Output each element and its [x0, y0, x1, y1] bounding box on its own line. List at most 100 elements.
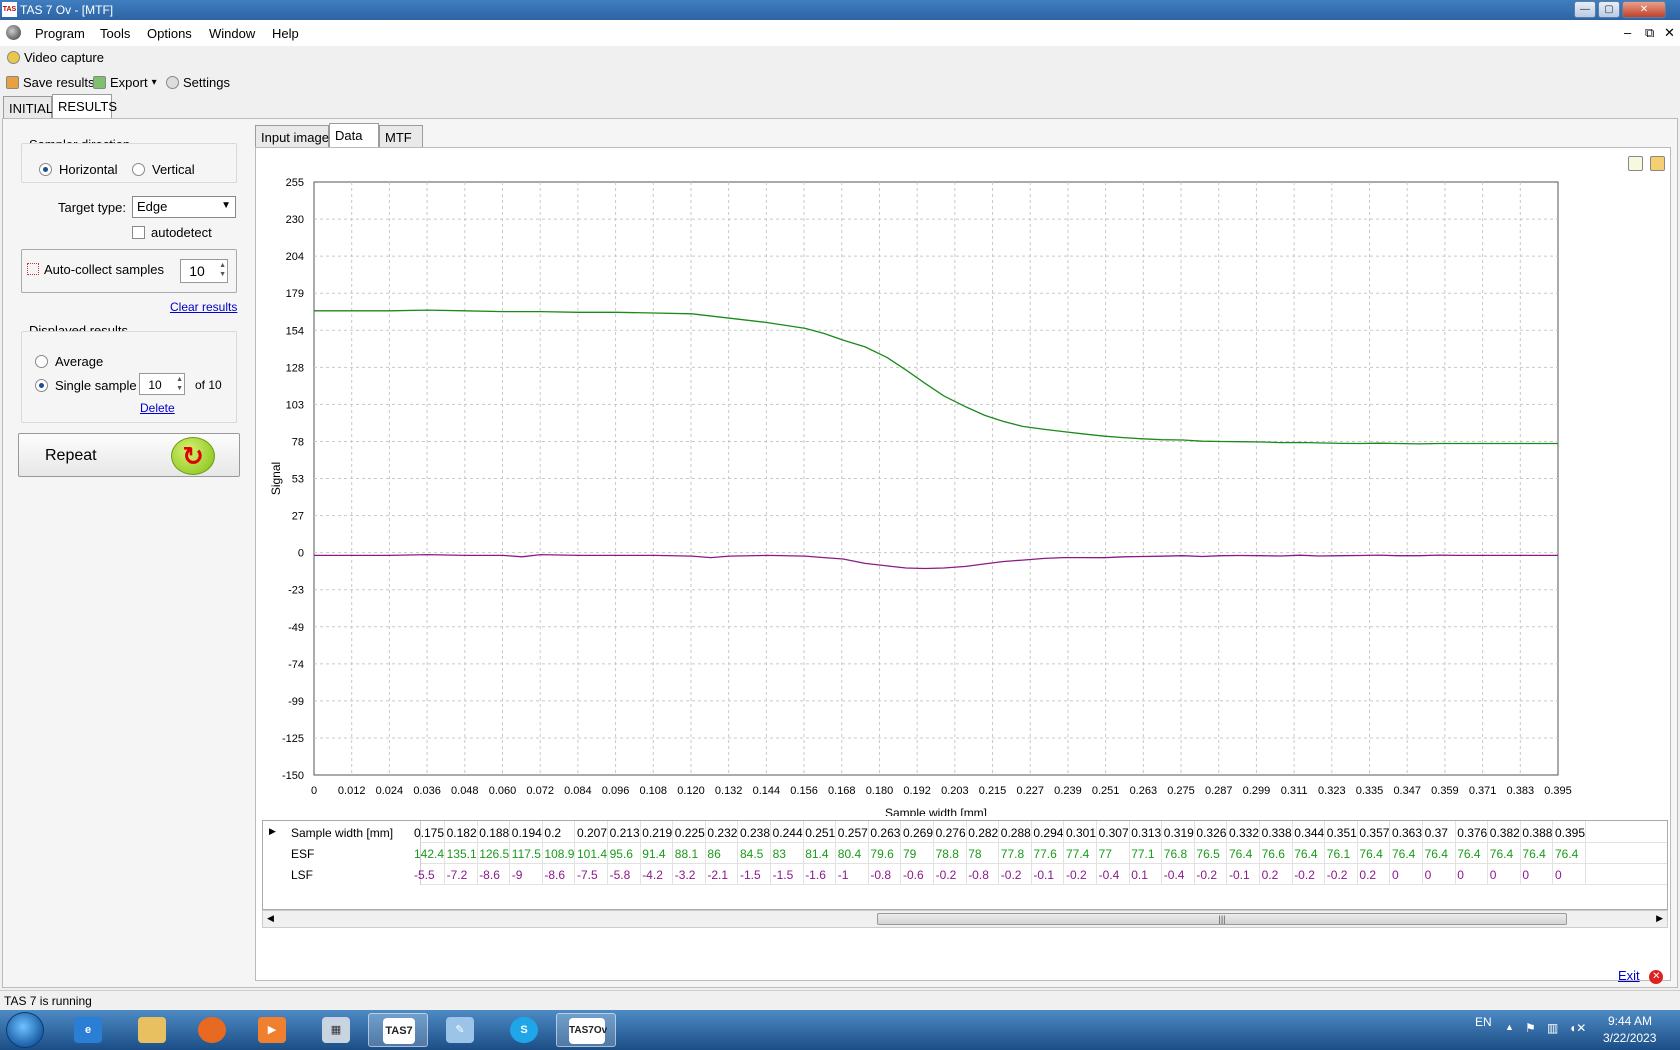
explorer-icon[interactable] [122, 1013, 182, 1047]
x-tick-label: 0.120 [677, 785, 705, 797]
autodetect-checkbox[interactable] [132, 226, 145, 239]
grid-cell: 0.2 [1259, 863, 1293, 885]
maximize-button[interactable]: ▢ [1598, 1, 1620, 18]
menu-options[interactable]: Options [147, 26, 192, 41]
menu-help[interactable]: Help [272, 26, 299, 41]
grid-cell: 76.8 [1161, 842, 1195, 864]
lsf-row: LSF -5.5 -7.2 -8.6 -9 -8.6 -7.5 -5.8 -4.2 -3.2 -2.… [263, 863, 1667, 885]
delete-link[interactable]: Delete [140, 401, 175, 415]
grid-cell: -0.2 [1193, 863, 1228, 885]
tab-mtf[interactable]: MTF [379, 125, 423, 147]
grid-cell: -0.8 [965, 863, 1000, 885]
chart-options-icon[interactable] [1628, 156, 1643, 171]
media-icon[interactable]: ▶ [242, 1013, 302, 1047]
tab-initial[interactable]: INITIAL [3, 96, 53, 118]
average-radio[interactable] [35, 355, 48, 368]
tas-ov-icon[interactable]: TAS7Ov [556, 1013, 616, 1047]
menu-window[interactable]: Window [209, 26, 256, 41]
grid-cell: 77 [1096, 842, 1130, 864]
x-tick-label: 0.323 [1318, 785, 1346, 797]
flag-icon[interactable]: ⚑ [1525, 1021, 1536, 1035]
tray-expand-icon[interactable]: ▲ [1505, 1022, 1514, 1032]
clock-time[interactable]: 9:44 AM [1608, 1014, 1653, 1028]
tab-data[interactable]: Data [329, 123, 379, 147]
grid-cell: 0 [1519, 863, 1554, 885]
grid-cell: 76.4 [1519, 842, 1554, 864]
menu-tools[interactable]: Tools [100, 26, 131, 41]
save-results-button[interactable]: Save results [6, 75, 95, 90]
chart-export-icon[interactable] [1650, 156, 1665, 171]
y-tick-label: -23 [288, 585, 304, 597]
clock-date[interactable]: 3/22/2023 [1603, 1031, 1657, 1045]
clear-results-link[interactable]: Clear results [170, 300, 238, 314]
export-button[interactable]: Export ▾ [93, 75, 157, 90]
app-menu-icon[interactable] [6, 25, 21, 40]
grid-cell: 142.4 [411, 842, 445, 864]
single-sample-spinner[interactable]: 10 ▲ ▼ [139, 373, 185, 395]
y-tick-label: -74 [288, 659, 304, 671]
exit-link[interactable]: Exit [1618, 968, 1640, 983]
grid-cell: 0.194 [509, 821, 543, 843]
x-tick-label: 0.371 [1469, 785, 1497, 797]
grid-cell: 76.4 [1389, 842, 1423, 864]
single-sample-radio[interactable] [35, 379, 48, 392]
grid-cell: -5.8 [607, 863, 641, 885]
spinner-arrows-icon[interactable]: ▲ ▼ [176, 376, 183, 392]
grid-cell: 0.225 [672, 821, 706, 843]
auto-collect-spinner[interactable]: 10 ▲ ▼ [180, 259, 228, 283]
grid-cell: 0.251 [802, 821, 837, 843]
scroll-right-icon[interactable]: ▶ [1656, 913, 1663, 923]
mdi-close-button[interactable]: ✕ [1664, 25, 1675, 40]
x-tick-label: 0.287 [1205, 785, 1233, 797]
minimize-button[interactable]: — [1574, 1, 1596, 18]
settings-button[interactable]: Settings [166, 75, 230, 90]
target-type-select[interactable]: Edge ▼ [132, 196, 236, 218]
row-header: ESF [263, 842, 421, 864]
sampler-direction-group [21, 143, 237, 183]
x-tick-label: 0.239 [1054, 785, 1082, 797]
y-tick-label: 154 [286, 325, 304, 337]
horizontal-radio[interactable] [39, 163, 52, 176]
vertical-label: Vertical [152, 162, 195, 177]
ie-icon[interactable]: e [58, 1013, 118, 1047]
calculator-icon[interactable]: ▦ [306, 1013, 366, 1047]
menu-program[interactable]: Program [35, 26, 85, 41]
network-icon[interactable]: ▥ [1547, 1021, 1559, 1035]
horizontal-label: Horizontal [59, 162, 118, 177]
settings-label: Settings [183, 75, 230, 90]
scroll-thumb[interactable]: ||| [877, 913, 1567, 925]
x-axis-title: Sample width [mm] [885, 806, 987, 816]
status-bar: TAS 7 is running [0, 990, 1680, 1010]
mdi-restore-button[interactable]: ⧉ [1645, 25, 1655, 40]
grid-cell: 0.244 [770, 821, 804, 843]
grid-cell: -1.6 [802, 863, 837, 885]
status-text: TAS 7 is running [4, 994, 92, 1008]
data-pane: Input image Data MTF 0 0.012 0.024 0.036 0.0… [249, 119, 1679, 989]
close-button[interactable]: ✕ [1622, 1, 1666, 18]
spinner-arrows-icon[interactable]: ▲ ▼ [219, 262, 226, 278]
scroll-left-icon[interactable]: ◀ [267, 913, 274, 923]
plot-area [313, 181, 1559, 776]
tab-results[interactable]: RESULTS [52, 94, 117, 118]
volume-icon[interactable]: ◖✕ [1569, 1021, 1587, 1035]
vertical-radio[interactable] [132, 163, 145, 176]
repeat-button[interactable]: Repeat ↻ [18, 433, 240, 477]
paint-icon[interactable]: ✎ [430, 1013, 490, 1047]
exit-control[interactable]: Exit ✕ [1618, 968, 1664, 984]
displayed-results-group [21, 331, 237, 423]
exit-icon[interactable]: ✕ [1649, 969, 1664, 984]
grid-cell: 88.1 [672, 842, 706, 864]
grid-cell: 0.188 [476, 821, 511, 843]
start-button[interactable] [6, 1012, 44, 1048]
firefox-icon[interactable] [182, 1013, 242, 1047]
tab-input-image[interactable]: Input image [255, 125, 329, 147]
language-indicator[interactable]: EN [1475, 1015, 1492, 1029]
video-capture-button[interactable]: Video capture [7, 50, 104, 65]
mdi-minimize-button[interactable]: – [1624, 25, 1632, 40]
data-grid: Sample width [mm] ▶ 0.175 0.182 0.188 0.194 0.… [262, 820, 1668, 910]
horizontal-scrollbar[interactable]: ◀ ||| ▶ [262, 910, 1668, 928]
chevron-down-icon: ▼ [221, 200, 231, 211]
tas-icon[interactable]: TAS7 [368, 1013, 428, 1047]
auto-collect-value: 10 [189, 263, 205, 279]
skype-icon[interactable]: S [494, 1013, 554, 1047]
